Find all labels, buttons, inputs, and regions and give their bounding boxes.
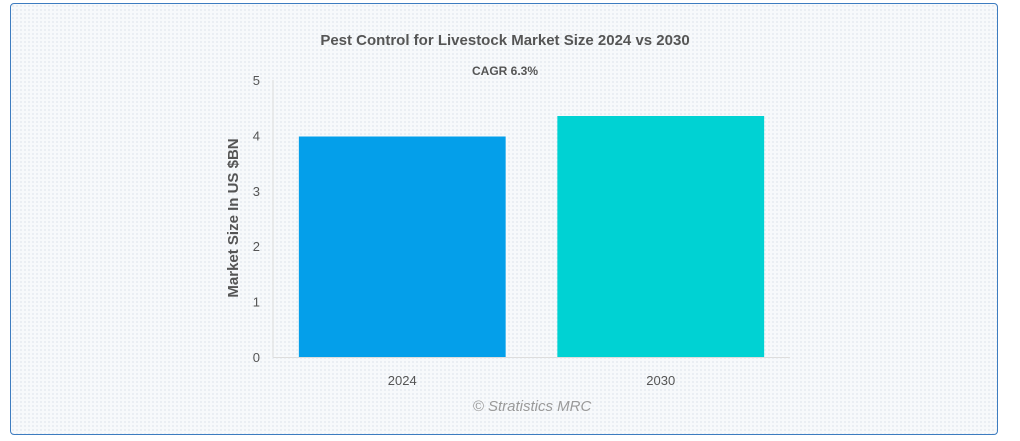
x-tick-label: 2024 [388,373,417,388]
bar-2024[interactable] [298,136,506,357]
chart-title: Pest Control for Livestock Market Size 2… [320,32,689,49]
chart-subtitle: CAGR 6.3% [472,64,538,78]
bar-2030[interactable] [557,116,765,357]
y-tick-label: 2 [253,239,260,254]
y-tick-label: 1 [253,295,260,310]
x-tick-label: 2030 [646,373,675,388]
credit-text: © Stratistics MRC [473,398,592,415]
y-tick-label: 4 [253,128,260,143]
y-tick-label: 3 [253,184,260,199]
y-tick-label: 0 [253,350,260,365]
y-tick-label: 5 [253,73,260,88]
y-axis-label: Market Size In US $BN [225,138,242,297]
